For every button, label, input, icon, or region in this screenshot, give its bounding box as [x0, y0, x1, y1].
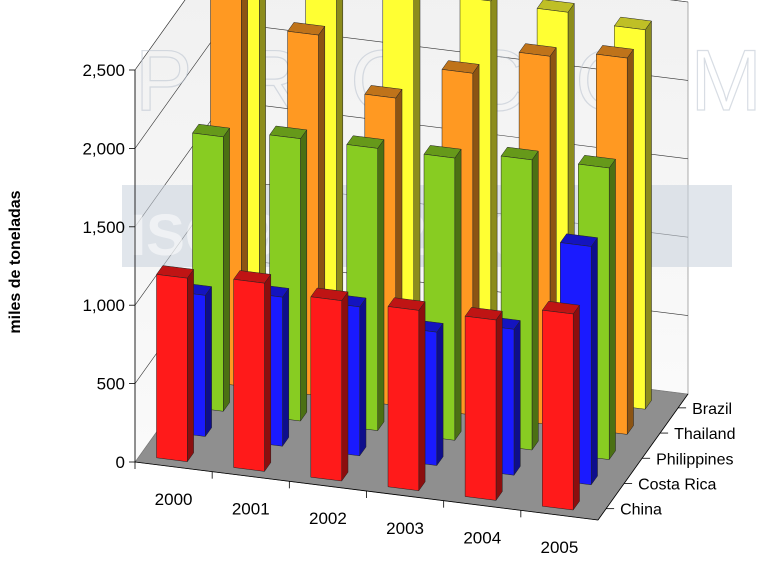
bar-side [377, 138, 385, 432]
series-label: Brazil [692, 401, 732, 418]
y-tick-label: 500 [97, 375, 125, 394]
bar-side [572, 304, 580, 511]
bar-side [359, 297, 367, 457]
bar-side [300, 129, 308, 422]
bar-side [418, 300, 426, 492]
bar-side [590, 236, 598, 486]
bar-side [454, 148, 462, 442]
bar-side [531, 150, 539, 451]
gridline [134, 0, 689, 71]
x-category-label: 2000 [155, 490, 193, 509]
series-label: China [620, 502, 662, 519]
chart-axes: 0 500 1,000 1,500 2,000 2,500 2000 2001 2002 2003… [82, 61, 735, 557]
bar-side [264, 273, 272, 473]
bar-china-2003 [387, 297, 426, 492]
bar-side [495, 310, 503, 502]
depth-axis-line [597, 393, 689, 521]
y-tick-label: 1,500 [82, 218, 125, 237]
bar-front [464, 315, 497, 501]
x-category-label: 2004 [463, 529, 501, 548]
series-label: Thailand [674, 426, 735, 443]
bar-china-2000 [156, 265, 195, 463]
bar-side [436, 322, 444, 467]
y-tick-label: 1,000 [82, 296, 125, 315]
y-tick-label: 2,000 [82, 139, 125, 158]
bar-side [282, 287, 290, 447]
bar-side [626, 48, 634, 436]
bar-china-2002 [310, 287, 349, 482]
bar-side [187, 268, 194, 463]
bar-side [644, 20, 652, 410]
bar-china-2005 [541, 301, 580, 511]
y-tick-label: 2,500 [82, 61, 125, 80]
bar-side [608, 158, 616, 461]
bar-front [310, 296, 342, 482]
x-category-label: 2005 [541, 538, 579, 557]
series-label: Philippines [656, 451, 733, 468]
bar-side [341, 291, 349, 482]
bar-front [387, 306, 420, 491]
bar-front [156, 274, 188, 462]
bar-china-2004 [464, 307, 503, 502]
bar-side [223, 127, 230, 413]
y-axis-title: miles de toneladas [7, 190, 24, 333]
bar-front [542, 309, 574, 511]
y-tick-label: 0 [116, 453, 125, 472]
bar-front [233, 279, 265, 472]
bar-side [513, 319, 521, 476]
series-label: Costa Rica [638, 476, 716, 493]
x-category-label: 2001 [232, 500, 270, 519]
chart-bars [156, 0, 652, 511]
x-category-label: 2003 [386, 519, 424, 538]
x-category-label: 2002 [309, 509, 347, 528]
bar-side [205, 285, 212, 438]
bar-china-2001 [233, 270, 272, 473]
